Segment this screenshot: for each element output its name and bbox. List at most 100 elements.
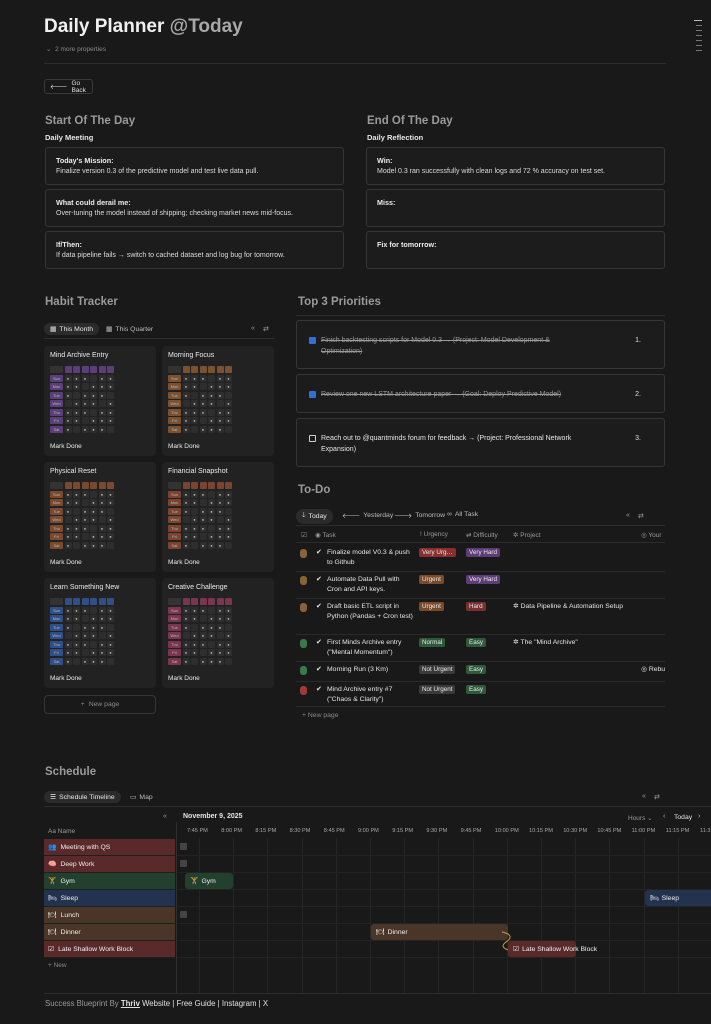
mark-done-button[interactable]: Mark Done [168, 443, 200, 450]
day-cell[interactable]: ● [216, 623, 224, 631]
day-cell[interactable] [107, 425, 114, 433]
task-name[interactable]: Finalize model V0.3 & push to Github [327, 549, 410, 566]
day-cell[interactable] [208, 606, 215, 614]
day-cell[interactable]: ● [191, 408, 198, 416]
settings-sliders-icon[interactable]: ⇄ [654, 794, 660, 801]
day-cell[interactable]: ● [107, 533, 114, 540]
day-cell[interactable]: ● [208, 516, 215, 523]
day-cell[interactable]: ● [182, 541, 190, 549]
fix-card[interactable]: Fix for tomorrow: [366, 231, 665, 269]
day-cell[interactable]: ● [199, 391, 207, 399]
day-cell[interactable] [73, 425, 80, 433]
day-cell[interactable]: ● [107, 374, 114, 382]
schedule-row[interactable]: 🍽 Lunch [44, 907, 175, 924]
day-cell[interactable]: ● [98, 657, 106, 665]
day-cell[interactable] [182, 516, 190, 523]
day-cell[interactable]: ● [208, 615, 215, 622]
day-cell[interactable] [225, 507, 232, 515]
day-cell[interactable]: ● [107, 516, 114, 523]
day-cell[interactable] [182, 632, 190, 639]
footer-links[interactable]: Website | Free Guide | Instagram | X [142, 999, 269, 1008]
more-properties[interactable]: ⌄ 2 more properties [46, 46, 107, 53]
day-cell[interactable]: ● [98, 417, 106, 424]
day-cell[interactable]: ● [199, 606, 207, 614]
day-cell[interactable]: ● [216, 408, 224, 416]
day-cell[interactable]: ● [208, 383, 215, 390]
day-cell[interactable]: ● [73, 374, 80, 382]
tab-map[interactable]: ▭ Map [130, 793, 153, 802]
day-cell[interactable] [107, 391, 114, 399]
day-cell[interactable]: ● [98, 507, 106, 515]
schedule-row[interactable]: 🛏 Sleep [44, 890, 175, 907]
day-cell[interactable]: ● [98, 524, 106, 532]
chevron-left-icon[interactable]: ‹ [663, 813, 666, 820]
day-cell[interactable]: ● [98, 499, 106, 506]
day-cell[interactable]: ● [225, 606, 232, 614]
day-cell[interactable] [81, 615, 89, 622]
day-cell[interactable]: ● [81, 425, 89, 433]
day-cell[interactable] [81, 499, 89, 506]
hours-dropdown[interactable]: Hours ⌄ [628, 815, 653, 822]
footer-brand-link[interactable]: Thriv [120, 999, 140, 1008]
day-cell[interactable]: ● [73, 533, 80, 540]
day-cell[interactable] [199, 615, 207, 622]
day-cell[interactable]: ● [225, 408, 232, 416]
day-cell[interactable]: ● [81, 623, 89, 631]
day-cell[interactable] [208, 490, 215, 498]
day-cell[interactable]: ● [216, 640, 224, 648]
day-cell[interactable]: ● [199, 623, 207, 631]
day-cell[interactable] [64, 400, 72, 407]
habit-card[interactable]: Creative Challenge Sun ● ● ● ● ● Mon ● ● ● ● ● Tue ● ● ●… [162, 578, 274, 688]
day-cell[interactable] [98, 632, 106, 639]
day-cell[interactable]: ● [216, 533, 224, 540]
day-cell[interactable]: ● [73, 640, 80, 648]
day-cell[interactable]: ● [199, 524, 207, 532]
schedule-row[interactable]: 🏋 Gym [44, 873, 175, 890]
check-circle-icon[interactable]: ✔ [316, 576, 322, 583]
select-all-checkbox[interactable]: ☑ [301, 532, 307, 539]
day-cell[interactable]: ● [216, 490, 224, 498]
today-button[interactable]: Today [674, 814, 693, 821]
habit-card[interactable]: Learn Something New Sun ● ● ● ● ● Mon ● ● ● ● ● Tue ● ●… [44, 578, 156, 688]
day-cell[interactable]: ● [182, 606, 190, 614]
day-cell[interactable]: ● [64, 615, 72, 622]
task-name[interactable]: First Minds Archive entry ("Mental Momen… [327, 639, 402, 656]
project-link[interactable]: ✲ Data Pipeline & Automation Setup [513, 602, 623, 612]
day-cell[interactable] [208, 524, 215, 532]
day-cell[interactable]: ● [90, 400, 97, 407]
priority-item[interactable]: Reach out to @quantminds forum for feedb… [296, 418, 665, 467]
day-cell[interactable]: ● [90, 657, 97, 665]
day-cell[interactable]: ● [81, 374, 89, 382]
day-cell[interactable] [225, 657, 232, 665]
mission-card[interactable]: Today's Mission: Finalize version 0.3 of … [45, 147, 344, 185]
day-cell[interactable]: ● [98, 374, 106, 382]
day-cell[interactable]: ● [225, 640, 232, 648]
day-cell[interactable]: ● [107, 417, 114, 424]
day-cell[interactable]: ● [64, 649, 72, 656]
scroll-to-item-icon[interactable] [180, 843, 187, 850]
task-name[interactable]: Automate Data Pull with Cron and API key… [327, 576, 400, 593]
day-cell[interactable]: ● [81, 632, 89, 639]
day-cell[interactable]: ● [107, 640, 114, 648]
day-cell[interactable]: ● [81, 490, 89, 498]
day-cell[interactable] [191, 623, 198, 631]
day-cell[interactable] [90, 524, 97, 532]
day-cell[interactable]: ● [98, 623, 106, 631]
day-cell[interactable]: ● [199, 632, 207, 639]
day-cell[interactable]: ● [191, 417, 198, 424]
tab-today[interactable]: 🡓 Today [296, 509, 333, 524]
schedule-row[interactable]: 👥 Meeting with QS [44, 839, 175, 856]
day-cell[interactable]: ● [225, 417, 232, 424]
day-cell[interactable] [73, 507, 80, 515]
schedule-row[interactable]: 🍽 Dinner [44, 924, 175, 941]
day-cell[interactable]: ● [216, 507, 224, 515]
day-cell[interactable]: ● [191, 499, 198, 506]
day-cell[interactable]: ● [216, 606, 224, 614]
day-cell[interactable] [64, 632, 72, 639]
day-cell[interactable]: ● [98, 533, 106, 540]
tab-yesterday[interactable]: 🡐 Yesterday [342, 511, 393, 520]
day-cell[interactable]: ● [182, 649, 190, 656]
day-cell[interactable]: ● [225, 533, 232, 540]
schedule-row[interactable]: ☑ Late Shallow Work Block [44, 941, 175, 958]
day-cell[interactable]: ● [191, 640, 198, 648]
